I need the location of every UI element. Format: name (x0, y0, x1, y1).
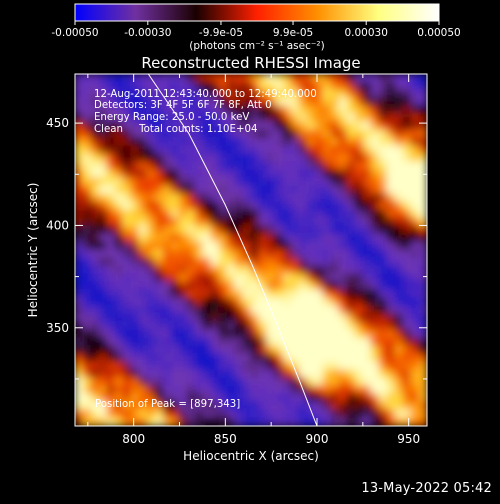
x-tick-label: 950 (397, 432, 420, 446)
y-tick-label: 400 (46, 218, 69, 232)
info-text: 12-Aug-2011 12:43:40.000 to 12:49:40.000… (94, 89, 317, 410)
chart-title: Reconstructed RHESSI Image (141, 54, 360, 72)
y-tick-label: 450 (46, 116, 69, 130)
colorbar-tick-label: -0.00030 (124, 27, 171, 39)
colorbar-units: (photons cm⁻² s⁻¹ asec⁻²) (189, 40, 324, 52)
peak-position-text: Position of Peak = [897,343] (95, 399, 240, 410)
info-line-detectors: Detectors: 3F 4F 5F 6F 7F 8F, Att 0 (94, 100, 272, 111)
y-tick-label: 350 (46, 321, 69, 335)
plot-area: 800 850 900 950 350 400 450 (46, 73, 428, 446)
colorbar: -0.00050 -0.00030 -9.9e-05 9.9e-05 0.00030 0.… (51, 3, 461, 52)
x-tick-label: 800 (122, 432, 145, 446)
colorbar-tick-label: 0.00050 (417, 27, 460, 39)
info-line-energy: Energy Range: 25.0 - 50.0 keV (94, 112, 249, 123)
y-axis-label: Heliocentric Y (arcsec) (26, 183, 40, 318)
info-line-time: 12-Aug-2011 12:43:40.000 to 12:49:40.000 (94, 89, 317, 100)
x-tick-label: 900 (306, 432, 329, 446)
colorbar-ticks: -0.00050 -0.00030 -9.9e-05 9.9e-05 0.00030 0.… (51, 21, 461, 39)
colorbar-tick-label: -9.9e-05 (199, 27, 243, 39)
plot-frame (74, 73, 428, 427)
x-tick-label: 850 (214, 432, 237, 446)
colorbar-tick-label: 9.9e-05 (273, 27, 313, 39)
x-axis-label: Heliocentric X (arcsec) (183, 449, 319, 463)
x-axis-ticks: 800 850 900 950 (87, 74, 420, 446)
timestamp: 13-May-2022 05:42 (361, 481, 492, 496)
colorbar-gradient (74, 3, 440, 22)
solar-limb-curve (147, 74, 318, 426)
heatmap (75, 74, 427, 426)
colorbar-tick-label: 0.00030 (344, 27, 387, 39)
y-axis-ticks: 350 400 450 (46, 116, 427, 380)
colorbar-tick-label: -0.00050 (51, 27, 98, 39)
info-line-clean: Clean Total counts: 1.10E+04 (94, 124, 257, 135)
